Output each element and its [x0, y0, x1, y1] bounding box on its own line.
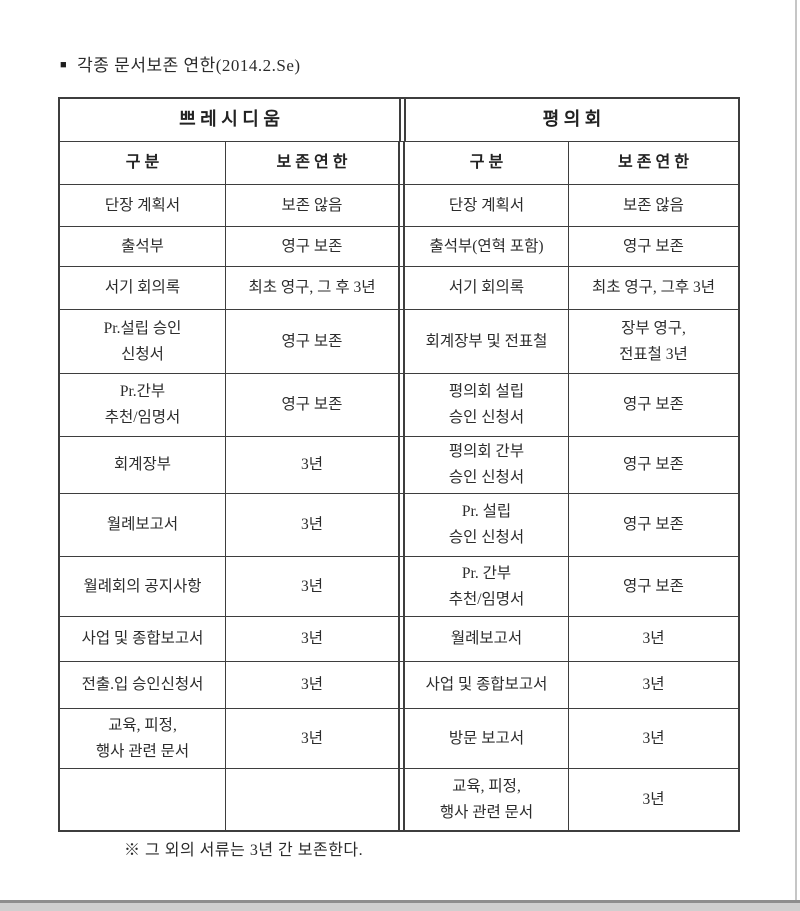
- section-divider: [398, 374, 405, 436]
- cell-praesidium-period: 영구 보존: [281, 332, 343, 350]
- header-council-period: 보 존 연 한: [618, 153, 689, 171]
- table-section-header-row: 쁘 레 시 디 움 평 의 회: [60, 99, 738, 142]
- cell-council-period: 영구 보존: [623, 237, 684, 255]
- section-divider: [398, 185, 405, 226]
- table-row: 월례보고서 3년 Pr. 설립 승인 신청서 영구 보존: [60, 494, 738, 557]
- section-title-council: 평 의 회: [542, 109, 602, 130]
- cell-praesidium-item: Pr.간부 추천/임명서: [60, 374, 226, 436]
- cell-praesidium-period: 최초 영구, 그 후 3년: [248, 279, 376, 297]
- page-title-text: 각종 문서보존 연한(2014.2.Se): [77, 56, 301, 75]
- footnote: ※ 그 외의 서류는 3년 간 보존한다.: [124, 842, 364, 859]
- cell-council-item: 평의회 설립 승인 신청서: [405, 374, 569, 436]
- cell-praesidium-period: 영구 보존: [281, 396, 343, 414]
- cell-council-item: 교육, 피정, 행사 관련 문서: [405, 769, 569, 830]
- table-row: 교육, 피정, 행사 관련 문서 3년: [60, 769, 738, 830]
- cell-praesidium-period: 3년: [300, 676, 323, 694]
- cell-praesidium-period: 보존 않음: [281, 196, 343, 214]
- cell-praesidium-period: 영구 보존: [281, 237, 343, 255]
- cell-praesidium-item: Pr.설립 승인 신청서: [60, 310, 226, 373]
- cell-praesidium-period: 3년: [300, 516, 323, 534]
- section-divider: [398, 769, 405, 830]
- table-row: 사업 및 종합보고서 3년 월례보고서 3년: [60, 617, 738, 662]
- cell-council-period: 3년: [642, 790, 665, 808]
- square-bullet-icon: ■: [60, 58, 68, 71]
- cell-council-period: 영구 보존: [623, 577, 684, 595]
- table-row: Pr.설립 승인 신청서 영구 보존 회계장부 및 전표철 장부 영구, 전표철…: [60, 310, 738, 374]
- section-divider: [398, 227, 405, 266]
- cell-praesidium-item: [60, 769, 226, 830]
- cell-council-item: 출석부(연혁 포함): [405, 227, 569, 266]
- section-divider: [398, 557, 405, 616]
- cell-council-item: 월례보고서: [405, 617, 569, 661]
- cell-council-item: Pr. 설립 승인 신청서: [405, 494, 569, 556]
- cell-council-period: 장부 영구, 전표철 3년: [619, 319, 688, 363]
- section-divider: [398, 310, 405, 373]
- scan-page-bottom-edge: [0, 900, 800, 911]
- section-divider: [398, 267, 405, 309]
- cell-council-item: Pr. 간부 추천/임명서: [405, 557, 569, 616]
- cell-council-item: 회계장부 및 전표철: [405, 310, 569, 373]
- cell-council-period: 3년: [642, 676, 665, 694]
- table-row: 월례회의 공지사항 3년 Pr. 간부 추천/임명서 영구 보존: [60, 557, 738, 617]
- cell-praesidium-period: 3년: [300, 577, 323, 595]
- cell-praesidium-item: 서기 회의록: [60, 267, 226, 309]
- header-praesidium-period: 보 존 연 한: [276, 153, 348, 171]
- cell-praesidium-item: 회계장부: [60, 437, 226, 493]
- table-row: 단장 계획서 보존 않음 단장 계획서 보존 않음: [60, 185, 738, 227]
- section-title-praesidium: 쁘 레 시 디 움: [179, 109, 280, 130]
- cell-praesidium-item: 교육, 피정, 행사 관련 문서: [60, 709, 226, 768]
- cell-council-period: 영구 보존: [623, 516, 684, 534]
- cell-praesidium-item: 출석부: [60, 227, 226, 266]
- cell-praesidium-item: 월례보고서: [60, 494, 226, 556]
- table-column-header-row: 구 분 보 존 연 한 구 분 보 존 연 한: [60, 142, 738, 185]
- cell-council-item: 평의회 간부 승인 신청서: [405, 437, 569, 493]
- cell-praesidium-item: 단장 계획서: [60, 185, 226, 226]
- section-divider: [398, 709, 405, 768]
- cell-council-item: 방문 보고서: [405, 709, 569, 768]
- cell-council-item: 단장 계획서: [405, 185, 569, 226]
- section-divider: [399, 99, 406, 141]
- section-divider: [398, 617, 405, 661]
- table-row: 출석부 영구 보존 출석부(연혁 포함) 영구 보존: [60, 227, 738, 267]
- cell-praesidium-item: 전출.입 승인신청서: [60, 662, 226, 708]
- table-row: 회계장부 3년 평의회 간부 승인 신청서 영구 보존: [60, 437, 738, 494]
- page-title: ■ 각종 문서보존 연한(2014.2.Se): [60, 51, 301, 76]
- table-row: 서기 회의록 최초 영구, 그 후 3년 서기 회의록 최초 영구, 그후 3년: [60, 267, 738, 310]
- cell-praesidium-item: 월례회의 공지사항: [60, 557, 226, 616]
- cell-praesidium-period: 3년: [300, 729, 323, 747]
- table-row: 교육, 피정, 행사 관련 문서 3년 방문 보고서 3년: [60, 709, 738, 769]
- cell-council-period: 보존 않음: [623, 196, 684, 214]
- cell-praesidium-period: [226, 769, 398, 830]
- cell-council-item: 서기 회의록: [405, 267, 569, 309]
- cell-praesidium-item: 사업 및 종합보고서: [60, 617, 226, 661]
- cell-council-item: 사업 및 종합보고서: [405, 662, 569, 708]
- cell-council-period: 영구 보존: [623, 396, 684, 414]
- cell-praesidium-period: 3년: [300, 456, 323, 474]
- section-divider: [398, 142, 405, 184]
- retention-table: 쁘 레 시 디 움 평 의 회 구 분 보 존 연 한 구 분 보 존 연 한 …: [58, 97, 740, 832]
- cell-council-period: 최초 영구, 그후 3년: [591, 279, 716, 297]
- header-council-item: 구 분: [405, 142, 569, 184]
- section-divider: [398, 662, 405, 708]
- cell-council-period: 영구 보존: [623, 456, 684, 474]
- cell-council-period: 3년: [642, 729, 665, 747]
- table-row: Pr.간부 추천/임명서 영구 보존 평의회 설립 승인 신청서 영구 보존: [60, 374, 738, 437]
- section-divider: [398, 494, 405, 556]
- section-divider: [398, 437, 405, 493]
- table-row: 전출.입 승인신청서 3년 사업 및 종합보고서 3년: [60, 662, 738, 709]
- cell-praesidium-period: 3년: [300, 630, 323, 648]
- scan-page-right-edge: [795, 0, 797, 911]
- cell-council-period: 3년: [642, 630, 665, 648]
- header-praesidium-item: 구 분: [60, 142, 226, 184]
